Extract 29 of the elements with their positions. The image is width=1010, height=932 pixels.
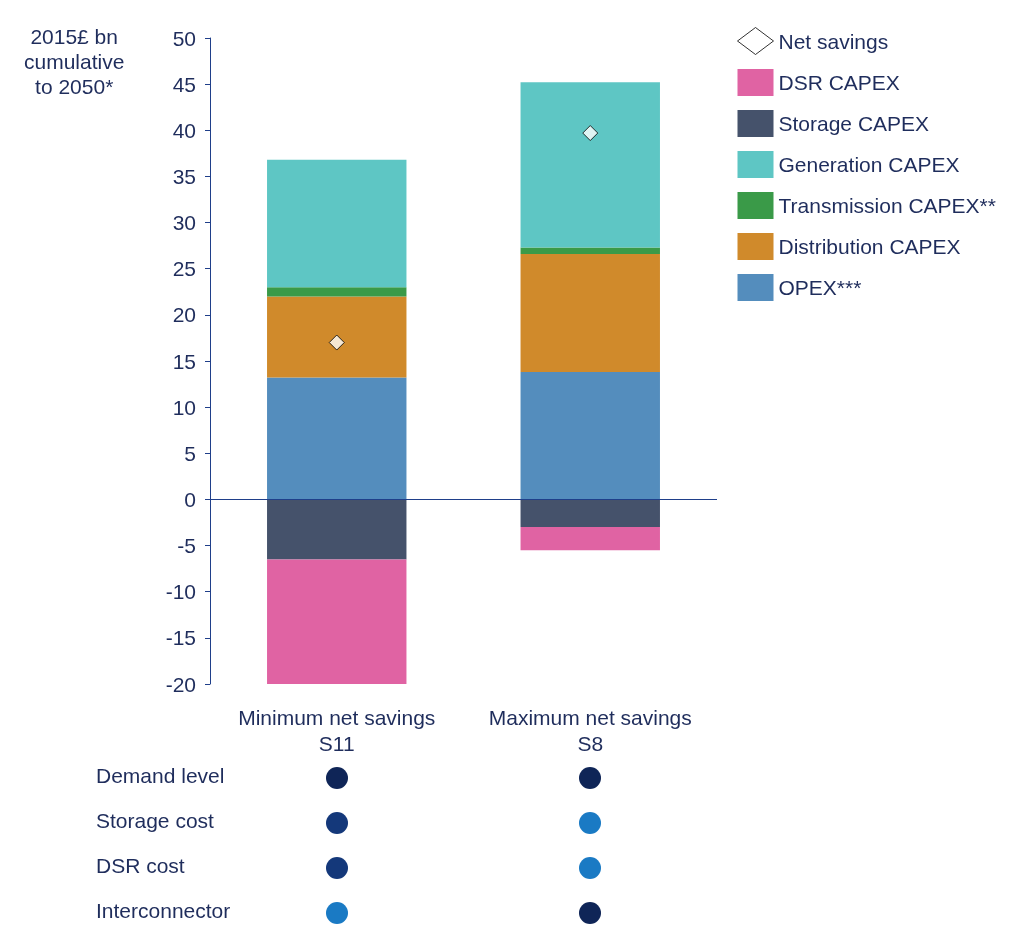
legend-label: Transmission CAPEX** <box>778 194 996 217</box>
x-tick-label: Minimum net savings S11 <box>238 705 436 755</box>
y-tick-label: -5 <box>177 534 196 558</box>
text: Interconnector <box>96 899 231 922</box>
legend-label: Net savings <box>778 29 889 53</box>
y-tick-label: -10 <box>165 580 196 604</box>
y-tick-label: 10 <box>172 395 196 419</box>
y-tick-label: 40 <box>172 118 196 142</box>
y-tick-label: 5 <box>184 441 196 465</box>
y-tick-label: 15 <box>172 349 196 373</box>
legend-label: DSR CAPEX <box>778 71 900 94</box>
legend-label: Storage CAPEX <box>778 112 930 135</box>
y-tick-label: 25 <box>172 257 196 281</box>
y-tick-label: 50 <box>172 26 196 50</box>
y-tick-label: 20 <box>172 303 196 327</box>
y-tick-label: 30 <box>172 211 196 235</box>
text: DSR cost <box>96 854 185 877</box>
y-axis-title: 2015£ bn cumulative to 2050* <box>23 25 125 98</box>
y-tick-label: -20 <box>165 672 196 696</box>
text: Demand level <box>96 764 225 787</box>
y-tick-label: -15 <box>165 626 196 650</box>
x-tick-label: Maximum net savings S8 <box>488 705 692 755</box>
y-tick-label: 45 <box>172 72 196 96</box>
legend-label: Distribution CAPEX <box>778 235 961 258</box>
legend-label: OPEX*** <box>778 276 862 299</box>
text: Storage cost <box>96 809 215 832</box>
y-tick-label: 0 <box>184 487 196 511</box>
y-tick-label: 35 <box>172 164 196 188</box>
legend-label: Generation CAPEX <box>778 153 960 176</box>
